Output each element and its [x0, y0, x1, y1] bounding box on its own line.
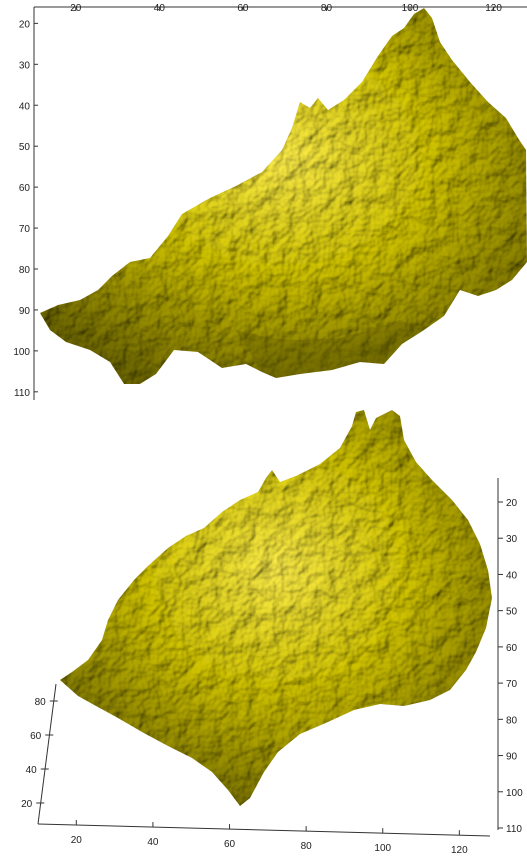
bottom-surface — [60, 410, 492, 806]
bottom-y-tick-label: 60 — [506, 643, 518, 654]
bottom-x-tick-label: 100 — [374, 843, 391, 854]
top-x-tick-label: 40 — [154, 3, 166, 14]
top-surface-shadow — [236, 320, 424, 378]
top-y-tick-label: 110 — [14, 388, 30, 399]
top-y-tick-label: 80 — [19, 265, 31, 276]
bottom-y-tick-label: 100 — [506, 788, 523, 799]
top-y-tick-label: 50 — [19, 142, 31, 153]
top-x-tick-label: 60 — [237, 3, 249, 14]
bottom-y-tick-label: 90 — [506, 752, 518, 763]
bottom-x-tick-label: 60 — [224, 839, 236, 850]
bottom-x-tick-label: 120 — [451, 845, 468, 856]
bottom-z-axis-line — [37, 683, 57, 825]
bottom-z-tick-label: 80 — [35, 697, 47, 708]
bottom-x-tick-label: 80 — [301, 841, 313, 852]
bottom-z-tick-label: 40 — [26, 765, 38, 776]
bottom-y-tick-label: 30 — [506, 534, 518, 545]
top-panel: 20 40 60 80 100 120 20 30 40 50 60 70 80 90 100 110 — [13, 3, 527, 400]
top-y-tick-label: 40 — [19, 101, 31, 112]
top-x-tick-label: 20 — [70, 3, 82, 14]
bottom-y-tick-label: 40 — [506, 570, 518, 581]
bottom-y-tick-label: 80 — [506, 715, 518, 726]
bottom-y-tick-label: 110 — [506, 824, 522, 835]
bottom-x-tick-label: 20 — [71, 835, 83, 846]
bottom-z-tick-label: 20 — [21, 799, 33, 810]
top-x-tick-label: 120 — [485, 3, 502, 14]
bottom-axes: 20 40 60 80 100 120 20 40 60 80 20 30 40 50 60 70 80 90 10… — [21, 478, 523, 856]
bottom-x-tick-label: 40 — [147, 837, 159, 848]
top-axes: 20 40 60 80 100 120 20 30 40 50 60 70 80 90 100 110 — [13, 3, 527, 400]
top-y-tick-label: 60 — [19, 183, 31, 194]
top-y-tick-label: 30 — [19, 60, 31, 71]
top-y-tick-label: 100 — [13, 347, 30, 358]
bottom-z-tick-label: 60 — [30, 731, 42, 742]
top-y-tick-label: 90 — [19, 306, 31, 317]
top-x-tick-label: 100 — [402, 3, 419, 14]
top-x-tick-label: 80 — [321, 3, 333, 14]
bottom-y-tick-label: 20 — [506, 498, 518, 509]
bottom-panel: 20 40 60 80 100 120 20 40 60 80 20 30 40 50 60 70 80 90 10… — [21, 410, 523, 856]
top-y-tick-label: 70 — [19, 224, 31, 235]
top-y-tick-label: 20 — [19, 19, 31, 30]
top-surface — [40, 8, 527, 384]
bottom-y-tick-label: 70 — [506, 679, 518, 690]
bottom-x-axis-line — [37, 823, 491, 837]
bottom-y-tick-label: 50 — [506, 607, 518, 618]
